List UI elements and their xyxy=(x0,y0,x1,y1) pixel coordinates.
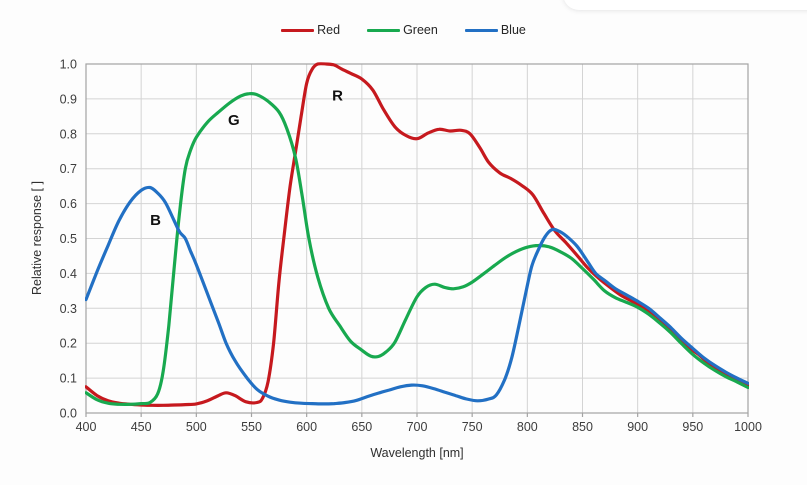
y-tick-label: 0.5 xyxy=(60,232,77,246)
y-tick-label: 0.0 xyxy=(60,407,77,421)
background-card-artifact xyxy=(563,0,807,10)
x-tick-label: 700 xyxy=(407,420,428,434)
legend-label-blue: Blue xyxy=(500,23,526,37)
series-green-line xyxy=(85,91,749,406)
x-axis-title: Wavelength [nm] xyxy=(370,446,464,460)
x-tick-label: 600 xyxy=(296,420,317,434)
x-tick-label: 950 xyxy=(682,420,703,434)
x-tick-label: 400 xyxy=(76,420,97,434)
y-tick-label: 0.8 xyxy=(60,127,77,141)
legend-swatch xyxy=(367,29,401,32)
y-axis-title: Relative response [ ] xyxy=(30,181,44,295)
y-tick-label: 0.1 xyxy=(60,372,77,386)
legend-label-red: Red xyxy=(317,23,341,37)
legend-label-green: Green xyxy=(403,23,438,37)
legend-swatch xyxy=(281,29,315,32)
x-tick-label: 850 xyxy=(572,420,593,434)
legend-swatch xyxy=(464,29,498,32)
legend: Red Green Blue xyxy=(0,23,807,38)
series-red-line xyxy=(85,62,749,407)
x-tick-label: 550 xyxy=(241,420,262,434)
x-tick-label: 800 xyxy=(517,420,538,434)
curve-annotation-b: B xyxy=(150,212,161,229)
series-blue-line xyxy=(85,185,749,406)
legend-item-green: Green xyxy=(367,23,438,38)
x-tick-label: 450 xyxy=(131,420,152,434)
y-tick-label: 0.9 xyxy=(60,92,77,106)
curve-annotation-g: G xyxy=(228,112,240,129)
curves-layer xyxy=(85,62,749,407)
x-tick-label: 500 xyxy=(186,420,207,434)
y-tick-label: 0.3 xyxy=(60,302,77,316)
y-tick-label: 0.7 xyxy=(60,162,77,176)
x-tick-label: 750 xyxy=(462,420,483,434)
x-tick-label: 1000 xyxy=(734,420,762,434)
y-tick-label: 1.0 xyxy=(60,58,77,72)
y-tick-label: 0.6 xyxy=(60,197,77,211)
y-tick-label: 0.4 xyxy=(60,267,77,281)
x-tick-label: 650 xyxy=(351,420,372,434)
curve-annotation-r: R xyxy=(332,87,343,104)
x-tick-label: 900 xyxy=(627,420,648,434)
y-tick-label: 0.2 xyxy=(60,337,77,351)
legend-item-red: Red xyxy=(281,23,340,38)
legend-item-blue: Blue xyxy=(464,23,526,38)
